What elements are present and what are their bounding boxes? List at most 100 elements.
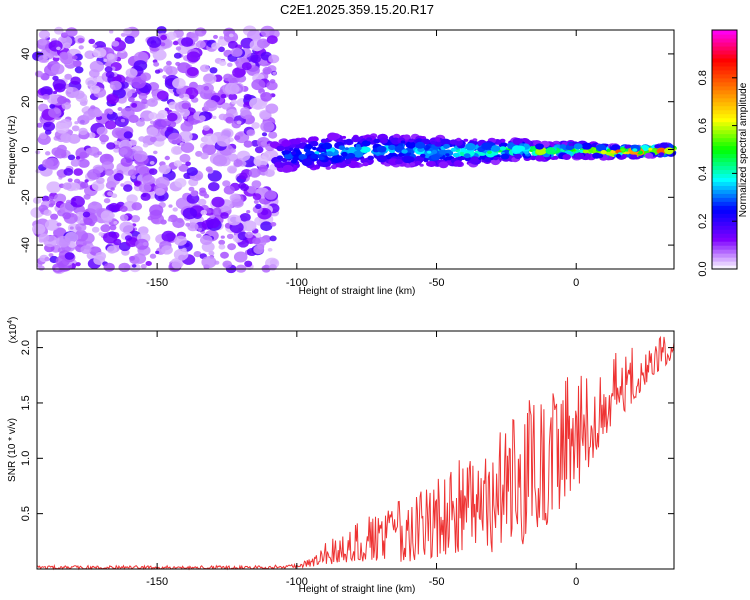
colorbar-segment <box>712 153 737 159</box>
signal-blob <box>625 151 630 155</box>
noise-blob <box>83 217 93 226</box>
noise-blob <box>172 77 186 89</box>
noise-blob <box>236 150 251 162</box>
signal-blob <box>431 149 438 154</box>
noise-blob <box>70 159 81 167</box>
snr-multiplier-close: ) <box>8 317 19 320</box>
colorbar-ticks: 0.0 0.2 0.4 0.6 0.8 <box>697 70 737 277</box>
noise-blob <box>74 121 79 125</box>
signal-blob <box>331 155 342 163</box>
noise-blob <box>99 134 109 143</box>
colorbar-segment <box>712 213 737 218</box>
noise-blob <box>223 73 233 82</box>
noise-blob <box>161 230 176 242</box>
noise-blob <box>119 221 134 233</box>
noise-blob <box>160 42 166 47</box>
noise-blob <box>80 245 92 255</box>
x-tick-label: -100 <box>286 576 308 588</box>
colorbar-segment <box>712 81 737 87</box>
signal-blob <box>463 153 471 159</box>
noise-blob <box>113 173 124 181</box>
noise-blob <box>110 187 115 191</box>
noise-blob <box>109 224 117 231</box>
signal-blob <box>610 149 616 154</box>
noise-blob <box>63 42 71 49</box>
noise-blob <box>116 50 128 60</box>
noise-blob <box>53 90 58 95</box>
noise-blob <box>186 67 199 77</box>
signal-blob <box>366 137 373 142</box>
noise-blob <box>266 81 278 91</box>
signal-blob <box>401 149 408 154</box>
noise-blob <box>153 118 167 130</box>
noise-blob <box>211 42 221 50</box>
noise-blob <box>258 164 268 173</box>
noise-blob <box>217 104 222 109</box>
noise-blob <box>145 261 152 266</box>
noise-blob <box>243 140 253 148</box>
signal-blob <box>559 144 567 149</box>
signal-blob <box>335 164 341 168</box>
noise-blob <box>239 213 251 222</box>
noise-blob <box>73 168 83 176</box>
noise-blob <box>48 253 54 258</box>
noise-blob <box>96 177 105 185</box>
signal-blob <box>351 136 361 143</box>
noise-blob <box>248 168 261 178</box>
noise-blob <box>200 152 209 160</box>
colorbar-segment <box>712 185 737 190</box>
noise-blob <box>253 103 262 110</box>
noise-blob <box>96 126 108 136</box>
signal-blob <box>490 145 501 152</box>
noise-blob <box>142 143 149 148</box>
noise-blob <box>41 195 50 202</box>
noise-blob <box>113 147 120 153</box>
signal-blob <box>500 153 510 160</box>
noise-blob <box>120 32 127 37</box>
noise-blob <box>171 260 183 269</box>
signal-blob <box>552 155 559 160</box>
noise-blob <box>47 94 60 105</box>
signal-blob <box>310 136 319 142</box>
y-tick-label: 20 <box>20 96 32 108</box>
noise-blob <box>155 113 165 120</box>
signal-blob <box>310 153 318 159</box>
noise-blob <box>120 107 135 119</box>
noise-blob <box>120 118 125 123</box>
noise-blob <box>270 222 277 227</box>
noise-blob <box>101 161 114 172</box>
signal-blob <box>535 155 545 162</box>
noise-blob <box>153 61 160 67</box>
noise-blob <box>267 247 273 252</box>
noise-blob <box>149 253 157 259</box>
noise-blob <box>242 220 257 232</box>
noise-blob <box>109 80 122 91</box>
colorbar-segment <box>712 173 737 178</box>
colorbar-segment <box>712 165 737 171</box>
noise-blob <box>174 235 187 246</box>
y-tick-label: 2.0 <box>20 340 32 355</box>
snr-y-label: SNR (10 * v/v) <box>7 418 18 482</box>
signal-blob <box>453 160 463 167</box>
noise-blob <box>87 201 103 214</box>
colorbar-segment <box>712 57 737 63</box>
noise-blob <box>178 94 184 99</box>
noise-blob <box>48 203 54 208</box>
noise-blob <box>227 40 238 49</box>
noise-blob <box>130 215 141 223</box>
noise-blob <box>230 47 243 57</box>
noise-blob <box>240 107 250 115</box>
noise-blob <box>228 93 238 101</box>
noise-blob <box>205 216 220 229</box>
colorbar-segment <box>712 157 737 163</box>
colorbar-segment <box>712 30 737 35</box>
noise-blob <box>236 120 242 125</box>
signal-blob <box>403 134 411 140</box>
noise-blob <box>149 161 155 165</box>
signal-blob <box>579 149 584 154</box>
signal-blob <box>430 154 441 161</box>
noise-blob <box>42 94 50 100</box>
signal-blob <box>359 163 364 167</box>
noise-blob <box>229 148 236 154</box>
noise-blob <box>269 79 276 84</box>
